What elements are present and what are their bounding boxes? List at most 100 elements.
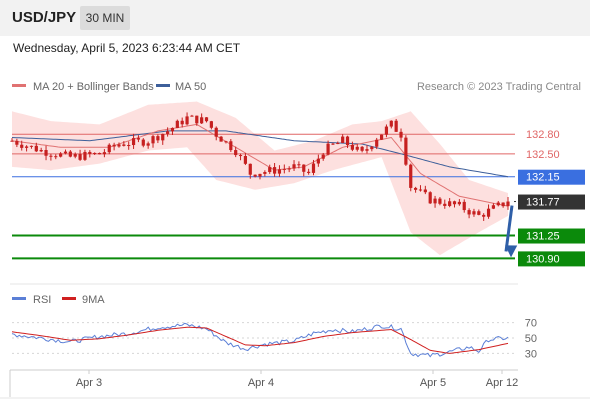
candle-body xyxy=(127,145,131,147)
credit-text: Research © 2023 Trading Central xyxy=(417,81,581,93)
instrument-name: USD/JPY xyxy=(12,9,77,26)
level-label-support: 130.90 xyxy=(526,253,560,265)
candle-body xyxy=(462,201,466,211)
ma50-legend-swatch xyxy=(156,84,170,87)
candle-body xyxy=(258,173,262,177)
candle-body xyxy=(248,163,252,175)
candle-body xyxy=(146,143,150,146)
time-tick-label: Apr 3 xyxy=(76,377,102,389)
timeframe-button[interactable]: 30 MIN xyxy=(80,6,130,30)
candle-body xyxy=(10,140,14,142)
rsi-ma-legend-swatch xyxy=(62,297,76,300)
candle-body xyxy=(307,171,311,173)
rsi-ma-line xyxy=(11,326,509,354)
rsi-legend-label: RSI xyxy=(33,294,51,306)
candle-body xyxy=(326,143,330,155)
candle-body xyxy=(73,154,77,157)
candle-body xyxy=(24,146,29,148)
rsi-tick-label: 30 xyxy=(525,348,537,360)
candle-body xyxy=(491,205,496,209)
candle-body xyxy=(219,136,223,142)
candle-body xyxy=(131,138,136,146)
candle-body xyxy=(311,163,316,173)
candle-body xyxy=(141,139,145,146)
rsi-gridlines: 70 50 30 xyxy=(12,318,537,360)
level-label-current: 131.77 xyxy=(526,197,560,209)
rsi-tick-label: 70 xyxy=(525,318,537,330)
candle-body xyxy=(404,137,408,165)
candle-body xyxy=(78,154,82,160)
candle-body xyxy=(93,152,97,154)
ma50-legend-label: MA 50 xyxy=(175,81,206,93)
candle-body xyxy=(336,142,340,145)
candle-body xyxy=(88,151,92,154)
candle-body xyxy=(29,145,34,147)
forecast-arrow-shaft xyxy=(504,205,514,252)
candle-body xyxy=(122,144,126,146)
candle-body xyxy=(482,214,486,217)
rsi-line xyxy=(11,322,509,358)
time-tick-label: Apr 4 xyxy=(248,377,274,389)
candle-body xyxy=(195,115,199,124)
candle-body xyxy=(292,164,296,169)
candle-body xyxy=(506,201,510,207)
level-label-support: 131.25 xyxy=(526,231,560,243)
candle-body xyxy=(302,164,306,172)
candle-body xyxy=(345,136,350,146)
candle-body xyxy=(418,189,423,191)
candle-body xyxy=(277,169,282,174)
candle-body xyxy=(185,116,189,125)
candle-body xyxy=(477,211,481,215)
candle-body xyxy=(54,156,58,158)
candle-body xyxy=(117,144,121,147)
candle-body xyxy=(375,139,379,147)
candle-body xyxy=(433,198,437,204)
candle-body xyxy=(68,151,72,157)
candle-body xyxy=(209,121,213,128)
candle-body xyxy=(394,120,398,132)
candle-body xyxy=(268,167,272,173)
ma20-legend-label: MA 20 + Bollinger Bands xyxy=(33,81,154,93)
candle-body xyxy=(409,164,413,188)
candle-body xyxy=(282,168,286,170)
candle-body xyxy=(151,136,155,144)
candle-body xyxy=(49,155,53,157)
ma20-legend-swatch xyxy=(12,84,26,87)
candle-body xyxy=(200,117,204,124)
candle-body xyxy=(496,202,500,206)
candle-body xyxy=(467,210,471,215)
candle-body xyxy=(428,192,432,204)
candle-body xyxy=(350,145,354,150)
candle-body xyxy=(438,198,442,204)
candle-body xyxy=(272,167,277,174)
candle-body xyxy=(389,120,393,127)
level-label-resistance: 132.50 xyxy=(526,149,560,161)
candle-body xyxy=(243,155,248,164)
candle-body xyxy=(287,168,291,170)
candle-body xyxy=(107,144,111,153)
candle-body xyxy=(234,150,238,156)
rsi-lines xyxy=(11,322,509,358)
candle-body xyxy=(59,153,63,157)
candle-body xyxy=(63,151,68,154)
candle-body xyxy=(253,174,257,177)
candle-body xyxy=(457,201,461,205)
candle-body xyxy=(136,138,141,140)
candle-body xyxy=(448,201,452,206)
level-label-box-support xyxy=(518,228,585,244)
candle-body xyxy=(263,172,267,174)
candle-body xyxy=(384,126,389,135)
level-label-box-current xyxy=(518,194,585,210)
candle-body xyxy=(331,143,335,145)
candle-body xyxy=(39,150,43,152)
candle-body xyxy=(214,127,218,137)
forecast-arrow-head xyxy=(505,245,518,258)
candle-body xyxy=(238,155,243,157)
candle-body xyxy=(224,141,228,143)
candle-body xyxy=(370,146,374,150)
candle-body xyxy=(355,146,359,150)
candle-body xyxy=(443,203,447,206)
candle-body xyxy=(20,144,24,148)
candle-body xyxy=(501,202,505,207)
time-tick-label: Apr 5 xyxy=(420,377,446,389)
